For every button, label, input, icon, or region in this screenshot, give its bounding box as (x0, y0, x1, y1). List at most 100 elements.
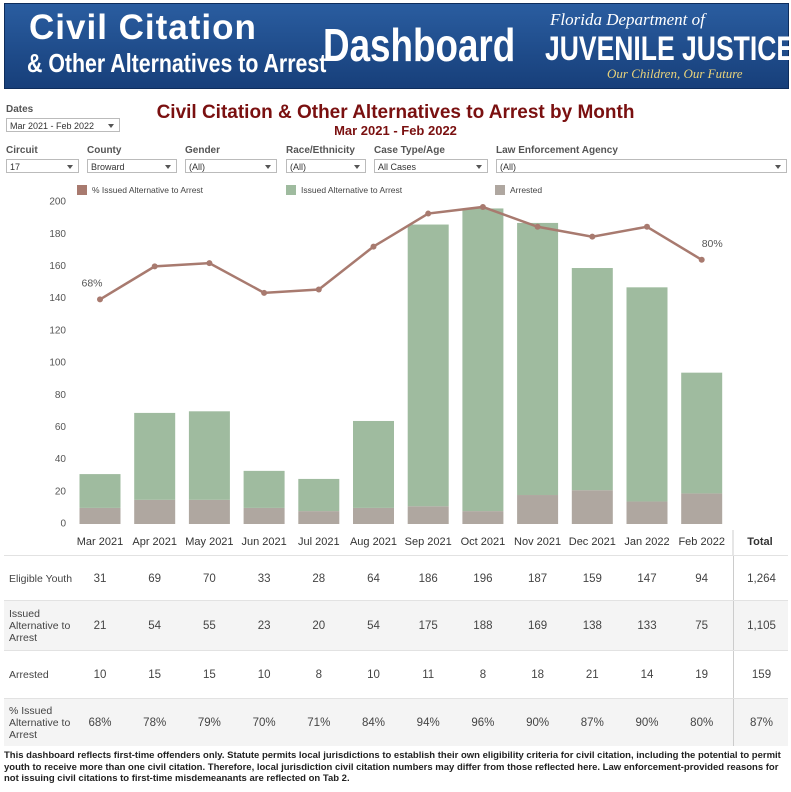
table-cell: 20 (312, 620, 326, 632)
banner-title: Civil Citation (29, 8, 257, 47)
bar-segment (188, 499, 230, 524)
y-tick-label: 120 (49, 325, 66, 336)
chart-subtitle: Mar 2021 - Feb 2022 (334, 123, 457, 138)
x-tick-label: Sep 2021 (405, 536, 452, 548)
table-cell: 33 (257, 572, 271, 585)
bar-segment (517, 495, 559, 524)
table-cell: 31 (93, 572, 107, 585)
x-tick-label: Dec 2021 (569, 536, 616, 548)
legend-label: Issued Alternative to Arrest (301, 185, 403, 195)
table-cell: 175 (418, 620, 438, 632)
legend-swatch (77, 185, 87, 195)
table-cell: 94 (695, 572, 709, 585)
table-cell: 64 (367, 572, 380, 585)
filter-dropdown[interactable]: All Cases (374, 159, 488, 173)
table-cell: 10 (367, 669, 380, 681)
legend-label: % Issued Alternative to Arrest (92, 185, 204, 195)
y-tick-label: 0 (60, 519, 66, 530)
x-tick-label: Jan 2022 (624, 536, 669, 548)
line-point (206, 260, 213, 267)
bar-segment (626, 287, 668, 502)
bar-segment (462, 511, 504, 524)
filter-label: County (87, 145, 122, 156)
bar-segment (681, 493, 723, 524)
x-tick-label: Mar 2021 (77, 536, 123, 548)
bar-segment (353, 420, 394, 508)
filter-label: Law Enforcement Agency (496, 145, 618, 156)
line-point (589, 233, 596, 240)
table-cell: 96% (471, 716, 495, 729)
footnote: This dashboard reflects first-time offen… (4, 750, 781, 784)
y-tick-label: 60 (55, 422, 67, 433)
x-tick-label: Apr 2021 (132, 536, 177, 548)
table-cell: 1,264 (733, 556, 789, 601)
line-point (261, 289, 268, 296)
bar-segment (407, 224, 449, 507)
table-cell: 55 (202, 620, 216, 632)
data-label: 68% (81, 277, 102, 289)
filter-dropdown[interactable]: (All) (286, 159, 366, 173)
table-cell: 87% (580, 716, 604, 729)
x-tick-label: Jun 2021 (241, 536, 286, 548)
x-tick-label: Aug 2021 (350, 536, 397, 548)
line-point (425, 210, 432, 217)
table-cell: 71% (307, 716, 331, 729)
bar-segment (407, 506, 449, 524)
bar-segment (571, 268, 613, 491)
filter-label: Gender (185, 145, 221, 156)
table-cell: 159 (733, 651, 789, 699)
row-label: % Issued Alternative to Arrest (9, 704, 71, 741)
line-point (534, 223, 541, 230)
dates-dropdown[interactable]: Mar 2021 - Feb 2022 (6, 118, 120, 132)
dates-label: Dates (6, 104, 34, 115)
filter-dropdown[interactable]: 17 (6, 159, 79, 173)
table-cell: 1,105 (733, 601, 789, 651)
line (99, 205, 703, 301)
bar-segment (188, 411, 230, 500)
line-point (151, 263, 158, 270)
legend-swatch (495, 185, 505, 195)
table-cell: 196 (473, 572, 493, 585)
table-cell: 187 (528, 572, 548, 585)
filter-label: Case Type/Age (374, 145, 445, 156)
filter-dropdown[interactable]: (All) (185, 159, 277, 173)
bar-segment (571, 490, 613, 524)
y-tick-label: 140 (49, 293, 66, 304)
table-cell: 147 (637, 572, 657, 585)
table-row: Issued Alternative to Arrest 21 54 55 23 20 54… (4, 600, 788, 651)
filter-dropdown[interactable]: (All) (496, 159, 787, 173)
table-row: Arrested 10 15 15 10 8 10 11 8 18 21 14 19 159 (4, 650, 788, 699)
bar-segment (243, 470, 285, 508)
filter-dropdown[interactable]: Broward (87, 159, 177, 173)
table-cell: 84% (361, 716, 386, 729)
y-tick-label: 100 (49, 358, 66, 369)
table-cell: 15 (148, 669, 162, 681)
bar-segment (681, 372, 723, 494)
bar-segment (626, 501, 668, 524)
table-cell: 87% (733, 699, 789, 746)
table-cell: 14 (640, 669, 654, 681)
table-cell: 138 (582, 620, 602, 632)
legend-swatch (286, 185, 296, 195)
table-row: Eligible Youth 31 69 70 33 28 64 186 196 187 159 14… (4, 555, 788, 601)
y-tick-label: 180 (49, 229, 66, 240)
chart: 0 20 40 60 80 100 120 140 160 180 200 % Issued Alte… (49, 185, 773, 555)
table-cell: 186 (418, 572, 438, 585)
table-cell: 69 (148, 572, 162, 585)
line-point (97, 296, 103, 303)
legend-label: Arrested (510, 185, 542, 195)
bar-segment (298, 478, 340, 512)
total-header: Total (747, 536, 772, 548)
motto: Our Children, Our Future (607, 66, 743, 81)
table-cell: 90% (635, 716, 659, 729)
bar-segment (79, 474, 121, 508)
bar-segment (134, 499, 176, 524)
filter-label: Race/Ethnicity (286, 145, 355, 156)
table-cell: 15 (202, 669, 216, 681)
y-tick-label: 160 (49, 261, 66, 272)
agency-top: Florida Department of (550, 10, 705, 29)
banner-subtitle: & Other Alternatives to Arrest (27, 48, 327, 78)
table-cell: 8 (479, 669, 487, 681)
bar-segment (298, 511, 340, 524)
table-cell: 169 (528, 620, 548, 632)
